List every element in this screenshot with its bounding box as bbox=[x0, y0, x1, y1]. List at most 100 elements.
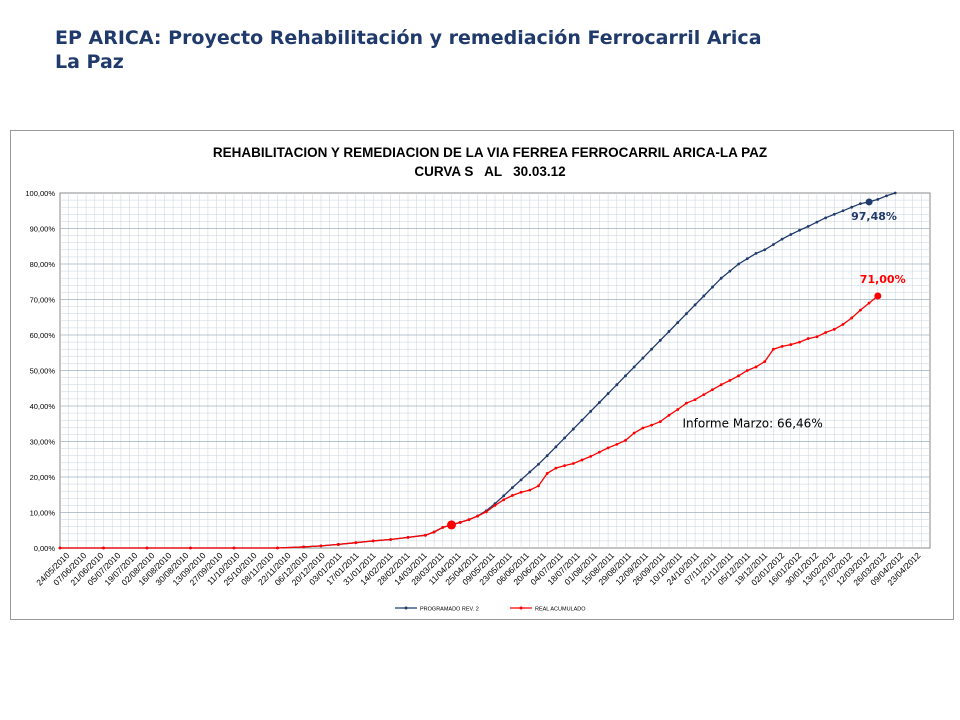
data-point bbox=[102, 546, 105, 550]
data-point bbox=[615, 442, 619, 446]
data-point bbox=[859, 308, 862, 312]
y-tick-label: 60,00% bbox=[30, 331, 56, 340]
data-point bbox=[832, 327, 836, 331]
data-point bbox=[458, 521, 462, 524]
data-point bbox=[615, 383, 619, 387]
data-point bbox=[745, 369, 749, 372]
data-point bbox=[772, 347, 775, 351]
data-point bbox=[589, 455, 593, 458]
data-point bbox=[545, 454, 549, 458]
data-point bbox=[650, 347, 653, 351]
chart-title: REHABILITACION Y REMEDIACION DE LA VIA F… bbox=[213, 145, 767, 160]
legend-swatch-marker bbox=[519, 606, 523, 610]
data-point bbox=[276, 546, 279, 550]
data-point bbox=[484, 510, 488, 514]
grid-lines bbox=[60, 193, 930, 548]
data-point bbox=[824, 331, 827, 334]
data-point bbox=[754, 365, 758, 369]
data-point bbox=[580, 458, 584, 462]
data-point bbox=[337, 543, 340, 546]
y-tick-label: 50,00% bbox=[30, 367, 56, 376]
data-point bbox=[859, 202, 862, 206]
data-point bbox=[232, 546, 236, 550]
slide-title-line2: La Paz bbox=[55, 51, 124, 73]
data-point bbox=[667, 330, 671, 333]
data-point bbox=[850, 205, 854, 209]
data-point bbox=[371, 539, 375, 543]
data-point bbox=[885, 194, 888, 198]
x-axis: 24/05/201007/06/201021/06/201005/07/2010… bbox=[34, 550, 922, 587]
data-point bbox=[606, 392, 610, 395]
data-point bbox=[606, 446, 610, 450]
data-point bbox=[502, 498, 506, 502]
data-point bbox=[424, 533, 427, 537]
y-tick-label: 30,00% bbox=[30, 438, 56, 447]
data-point bbox=[815, 220, 819, 224]
data-point bbox=[554, 466, 558, 470]
s-curve-chart: REHABILITACION Y REMEDIACION DE LA VIA F… bbox=[25, 145, 931, 613]
highlight-marker bbox=[865, 198, 873, 206]
data-point bbox=[728, 379, 732, 382]
data-point bbox=[571, 462, 575, 465]
data-point bbox=[711, 388, 714, 392]
data-point bbox=[867, 301, 871, 305]
legend-swatch-marker bbox=[404, 606, 408, 610]
data-point bbox=[528, 488, 532, 492]
legend: PROGRAMADO REV. 2 REAL ACUMULADO bbox=[395, 606, 586, 613]
data-point bbox=[467, 518, 471, 521]
data-point bbox=[850, 316, 854, 320]
data-point bbox=[511, 494, 514, 497]
data-point bbox=[354, 541, 358, 545]
y-tick-label: 20,00% bbox=[30, 473, 56, 482]
data-point bbox=[719, 383, 723, 387]
data-point bbox=[563, 464, 566, 468]
data-point bbox=[754, 251, 758, 255]
data-point bbox=[511, 486, 514, 490]
data-point bbox=[798, 340, 801, 344]
data-point bbox=[815, 335, 819, 339]
legend-label: REAL ACUMULADO bbox=[535, 607, 586, 613]
data-point bbox=[389, 538, 392, 541]
data-point bbox=[658, 420, 662, 424]
data-point bbox=[685, 312, 688, 316]
data-point bbox=[598, 450, 601, 454]
highlight-marker bbox=[447, 520, 456, 530]
data-point bbox=[763, 360, 767, 364]
data-point bbox=[624, 439, 627, 442]
data-point bbox=[841, 209, 845, 213]
y-tick-label: 90,00% bbox=[30, 225, 56, 234]
y-tick-label: 80,00% bbox=[30, 260, 56, 269]
data-point bbox=[806, 337, 810, 340]
data-point bbox=[737, 374, 740, 378]
data-point bbox=[580, 418, 584, 422]
data-point bbox=[641, 426, 645, 430]
data-point bbox=[667, 413, 671, 417]
y-tick-label: 100,00% bbox=[25, 189, 55, 198]
data-point bbox=[702, 393, 706, 397]
y-tick-label: 10,00% bbox=[30, 509, 56, 518]
data-point bbox=[441, 526, 445, 529]
data-point bbox=[624, 374, 627, 378]
y-axis: 0,00% 10,00% 20,00% 30,00% 40,00% 50,00% 60,00… bbox=[25, 189, 55, 553]
data-point bbox=[598, 401, 601, 404]
data-point bbox=[789, 233, 793, 236]
data-point bbox=[589, 409, 593, 413]
data-point bbox=[685, 401, 688, 405]
slide-title-line1: EP ARICA: Proyecto Rehabilitación y reme… bbox=[55, 27, 762, 49]
data-point bbox=[832, 212, 836, 216]
data-point bbox=[711, 285, 714, 289]
data-point bbox=[702, 294, 706, 298]
data-point bbox=[728, 269, 732, 273]
data-point bbox=[676, 408, 680, 411]
data-point bbox=[772, 243, 775, 246]
legend-label: PROGRAMADO REV. 2 bbox=[420, 607, 479, 613]
data-point bbox=[545, 472, 549, 475]
data-point bbox=[824, 216, 827, 220]
series-line bbox=[60, 295, 879, 549]
data-point bbox=[693, 398, 697, 402]
data-point bbox=[145, 546, 149, 550]
data-point bbox=[432, 530, 436, 534]
data-point bbox=[502, 494, 506, 498]
data-point bbox=[789, 343, 793, 346]
data-point bbox=[632, 431, 636, 435]
